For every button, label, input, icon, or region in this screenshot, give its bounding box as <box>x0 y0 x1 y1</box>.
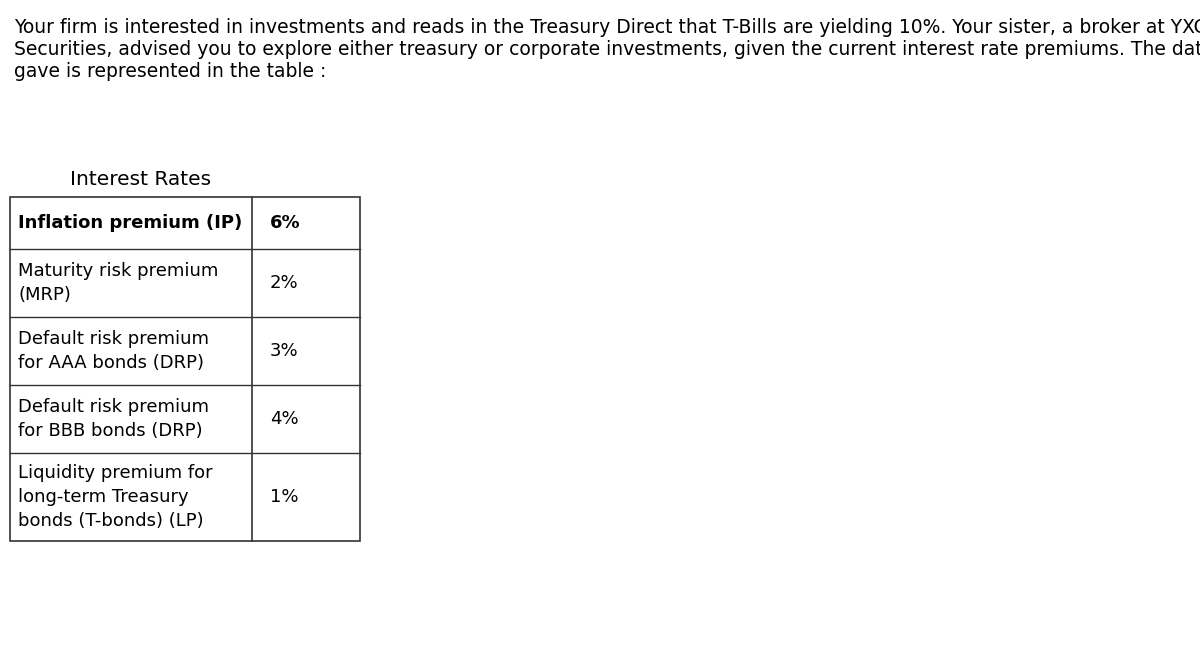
Text: 6%: 6% <box>270 214 301 232</box>
Bar <box>10 197 360 541</box>
Text: 1%: 1% <box>270 488 299 506</box>
Text: Liquidity premium for
long-term Treasury
bonds (T-bonds) (LP): Liquidity premium for long-term Treasury… <box>18 464 212 530</box>
Text: Interest Rates: Interest Rates <box>71 170 211 189</box>
Text: Default risk premium
for AAA bonds (DRP): Default risk premium for AAA bonds (DRP) <box>18 330 209 372</box>
Text: 4%: 4% <box>270 410 299 428</box>
Text: Maturity risk premium
(MRP): Maturity risk premium (MRP) <box>18 262 218 304</box>
Text: Default risk premium
for BBB bonds (DRP): Default risk premium for BBB bonds (DRP) <box>18 398 209 440</box>
Text: gave is represented in the table :: gave is represented in the table : <box>14 62 326 81</box>
Text: Your firm is interested in investments and reads in the Treasury Direct that T-B: Your firm is interested in investments a… <box>14 18 1200 37</box>
Text: 3%: 3% <box>270 342 299 360</box>
Text: Inflation premium (IP): Inflation premium (IP) <box>18 214 242 232</box>
Text: 2%: 2% <box>270 274 299 292</box>
Text: Securities, advised you to explore either treasury or corporate investments, giv: Securities, advised you to explore eithe… <box>14 40 1200 59</box>
